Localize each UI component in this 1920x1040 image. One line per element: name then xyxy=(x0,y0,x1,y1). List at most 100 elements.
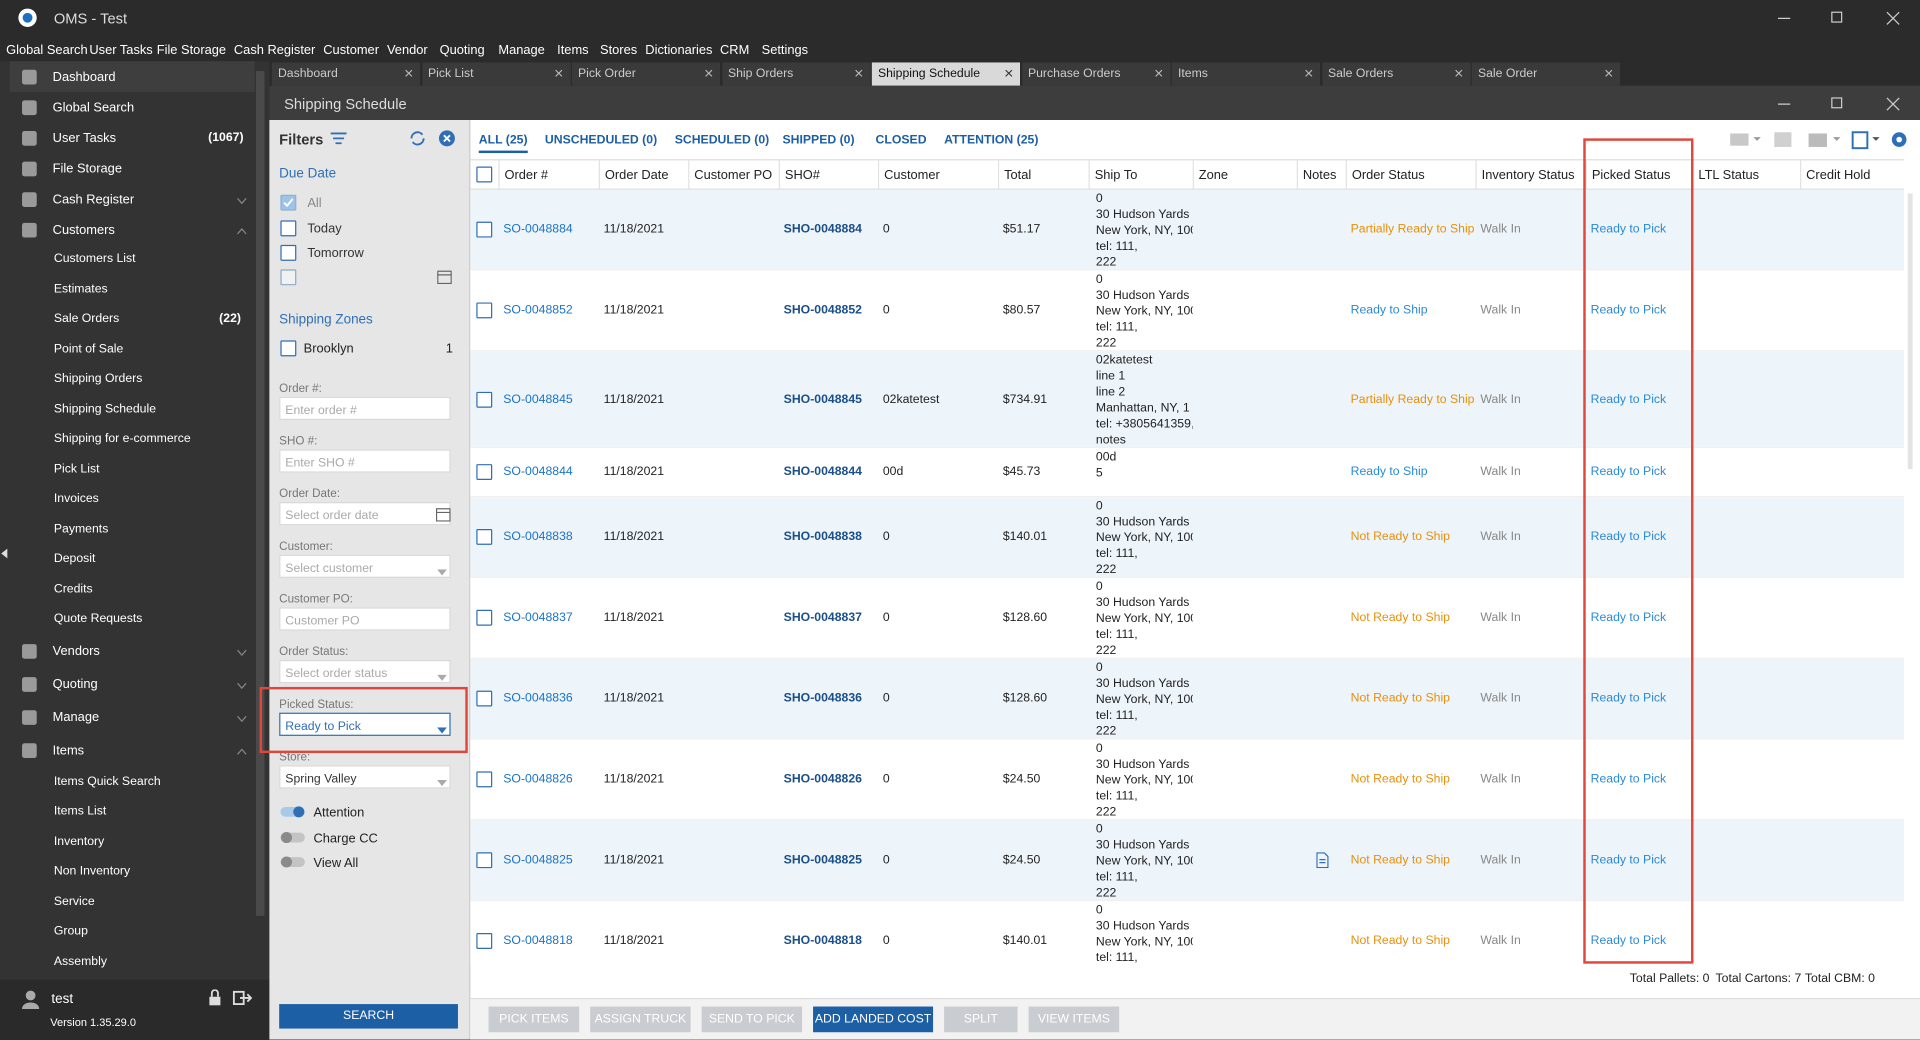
tab-close[interactable]: × xyxy=(854,63,864,83)
sidebar-subitem[interactable]: Assembly xyxy=(10,947,255,977)
tab[interactable]: Purchase Orders × xyxy=(1021,62,1171,86)
order-link[interactable]: SO-0048852 xyxy=(503,303,573,318)
order-link[interactable]: SO-0048884 xyxy=(503,222,573,237)
status-tab[interactable]: CLOSED xyxy=(875,133,927,147)
filter-icon[interactable] xyxy=(330,132,348,145)
action-button[interactable]: SPLIT xyxy=(944,1006,1018,1033)
status-tab[interactable]: SCHEDULED (0) xyxy=(674,133,770,147)
toolbar-icons[interactable] xyxy=(1725,129,1909,151)
input[interactable]: Spring Valley xyxy=(279,765,451,789)
sidebar-subitem[interactable]: Pick List xyxy=(10,455,255,485)
action-button[interactable]: ADD LANDED COST xyxy=(813,1006,934,1033)
tab-close[interactable]: × xyxy=(404,63,414,83)
sho-link[interactable]: SHO-0048838 xyxy=(783,530,862,544)
column-header[interactable]: Ship To xyxy=(1088,160,1193,190)
checkbox[interactable] xyxy=(476,609,493,626)
order-link[interactable]: SO-0048818 xyxy=(503,934,573,948)
sidebar-scrollbar[interactable] xyxy=(255,71,265,916)
toggle[interactable] xyxy=(280,806,305,818)
status-tab[interactable]: ATTENTION (25) xyxy=(944,133,1039,147)
sidebar-item[interactable]: File Storage xyxy=(10,153,255,184)
tab[interactable]: Dashboard × xyxy=(271,62,421,86)
sidebar-chevron[interactable] xyxy=(236,647,247,657)
dropdown-arrow[interactable] xyxy=(437,563,447,576)
column-header[interactable]: Credit Hold xyxy=(1800,160,1904,190)
order-link[interactable]: SO-0048844 xyxy=(503,465,573,479)
calendar-icon[interactable] xyxy=(437,269,452,285)
tab[interactable]: Pick List × xyxy=(421,62,571,86)
sidebar-subitem[interactable]: Shipping Orders xyxy=(10,365,255,395)
column-header[interactable]: Order Date xyxy=(598,160,688,190)
sidebar-subitem[interactable]: Quote Requests xyxy=(10,605,255,635)
dropdown-arrow[interactable] xyxy=(437,774,447,787)
input[interactable]: Ready to Pick xyxy=(279,712,451,736)
column-header[interactable]: Customer xyxy=(877,160,998,190)
column-header[interactable]: Inventory Status xyxy=(1475,160,1586,190)
checkbox[interactable] xyxy=(280,194,297,211)
sidebar-item[interactable]: Manage xyxy=(10,701,255,734)
menu-item[interactable]: Global Search xyxy=(6,42,88,58)
sidebar-subitem[interactable]: Invoices xyxy=(10,485,255,515)
refresh-icon[interactable] xyxy=(409,130,426,147)
order-link[interactable]: SO-0048845 xyxy=(503,392,573,406)
input[interactable]: Select customer xyxy=(279,554,451,578)
clear-icon[interactable] xyxy=(438,130,455,147)
tab-close[interactable]: × xyxy=(1604,63,1614,83)
order-link[interactable]: SO-0048836 xyxy=(503,691,573,706)
action-button[interactable]: PICK ITEMS xyxy=(488,1006,580,1033)
sho-link[interactable]: SHO-0048836 xyxy=(783,691,862,706)
table-row[interactable]: SO-0048837 11/18/2021 SHO-0048837 0 $128.60 0… xyxy=(470,577,1905,659)
sidebar-chevron[interactable] xyxy=(236,194,247,204)
table-row[interactable]: SO-0048852 11/18/2021 SHO-0048852 0 $80.57 0 3… xyxy=(470,270,1905,352)
sidebar-chevron[interactable] xyxy=(236,713,247,723)
sidebar-subitem[interactable]: Shipping for e-commerce xyxy=(10,425,255,455)
sho-link[interactable]: SHO-0048825 xyxy=(783,853,862,867)
sidebar-subitem[interactable]: Credits xyxy=(10,575,255,605)
tab-close[interactable]: × xyxy=(1154,63,1164,83)
tab[interactable]: Sale Orders × xyxy=(1321,62,1471,86)
input[interactable]: Enter order # xyxy=(279,396,451,421)
menu-item[interactable]: Quoting xyxy=(439,42,485,58)
tab[interactable]: Shipping Schedule × xyxy=(871,62,1021,86)
sidebar-subitem[interactable]: Items List xyxy=(10,797,255,827)
order-link[interactable]: SO-0048837 xyxy=(503,611,573,625)
sidebar-item[interactable]: Quoting xyxy=(10,668,255,701)
checkbox[interactable] xyxy=(476,690,493,707)
column-header[interactable]: SHO# xyxy=(778,160,878,190)
menu-item[interactable]: Settings xyxy=(761,42,809,58)
sidebar-subitem[interactable]: Service xyxy=(10,887,255,917)
action-button[interactable]: ASSIGN TRUCK xyxy=(590,1006,691,1033)
checkbox[interactable] xyxy=(280,244,297,261)
tab[interactable]: Sale Order × xyxy=(1471,62,1621,86)
sidebar-subitem[interactable]: Point of Sale xyxy=(10,335,255,365)
checkbox[interactable] xyxy=(476,302,493,319)
tab[interactable]: Items × xyxy=(1171,62,1321,86)
sidebar-subitem[interactable]: Estimates xyxy=(10,275,255,305)
sidebar-subitem[interactable]: Payments xyxy=(10,515,255,545)
column-header[interactable]: Order Status xyxy=(1345,160,1476,190)
sho-link[interactable]: SHO-0048826 xyxy=(783,772,862,787)
checkbox[interactable] xyxy=(476,221,493,238)
input[interactable]: Select order date xyxy=(279,502,451,526)
menu-item[interactable]: Cash Register xyxy=(233,42,316,58)
table-row[interactable]: SO-0048845 11/18/2021 SHO-0048845 02katetes… xyxy=(470,351,1905,449)
sho-link[interactable]: SHO-0048837 xyxy=(783,611,862,625)
checkbox[interactable] xyxy=(476,464,493,481)
sidebar-item[interactable]: Cash Register xyxy=(10,184,255,215)
sidebar-subitem[interactable]: Sale Orders (22) xyxy=(10,305,255,335)
menu-item[interactable]: Dictionaries xyxy=(645,42,713,58)
table-row[interactable]: SO-0048836 11/18/2021 SHO-0048836 0 $128.60 0… xyxy=(470,658,1905,740)
toggle[interactable] xyxy=(280,831,305,843)
tab-close[interactable]: × xyxy=(554,63,564,83)
table-row[interactable]: SO-0048844 11/18/2021 SHO-0048844 00d $45.73… xyxy=(470,448,1905,498)
table-row[interactable]: SO-0048818 11/18/2021 SHO-0048818 0 $140.01 0… xyxy=(470,901,1905,964)
sidebar-item[interactable]: User Tasks (1067) xyxy=(10,122,255,153)
menu-item[interactable]: Stores xyxy=(600,42,638,58)
tab-close[interactable]: × xyxy=(1004,63,1014,83)
dropdown-arrow[interactable] xyxy=(437,721,447,734)
sho-link[interactable]: SHO-0048845 xyxy=(783,392,862,406)
sidebar-chevron[interactable] xyxy=(236,225,247,235)
sidebar-item[interactable]: Items xyxy=(10,734,255,767)
column-header[interactable]: Customer PO xyxy=(688,160,779,190)
checkbox[interactable] xyxy=(476,391,493,408)
